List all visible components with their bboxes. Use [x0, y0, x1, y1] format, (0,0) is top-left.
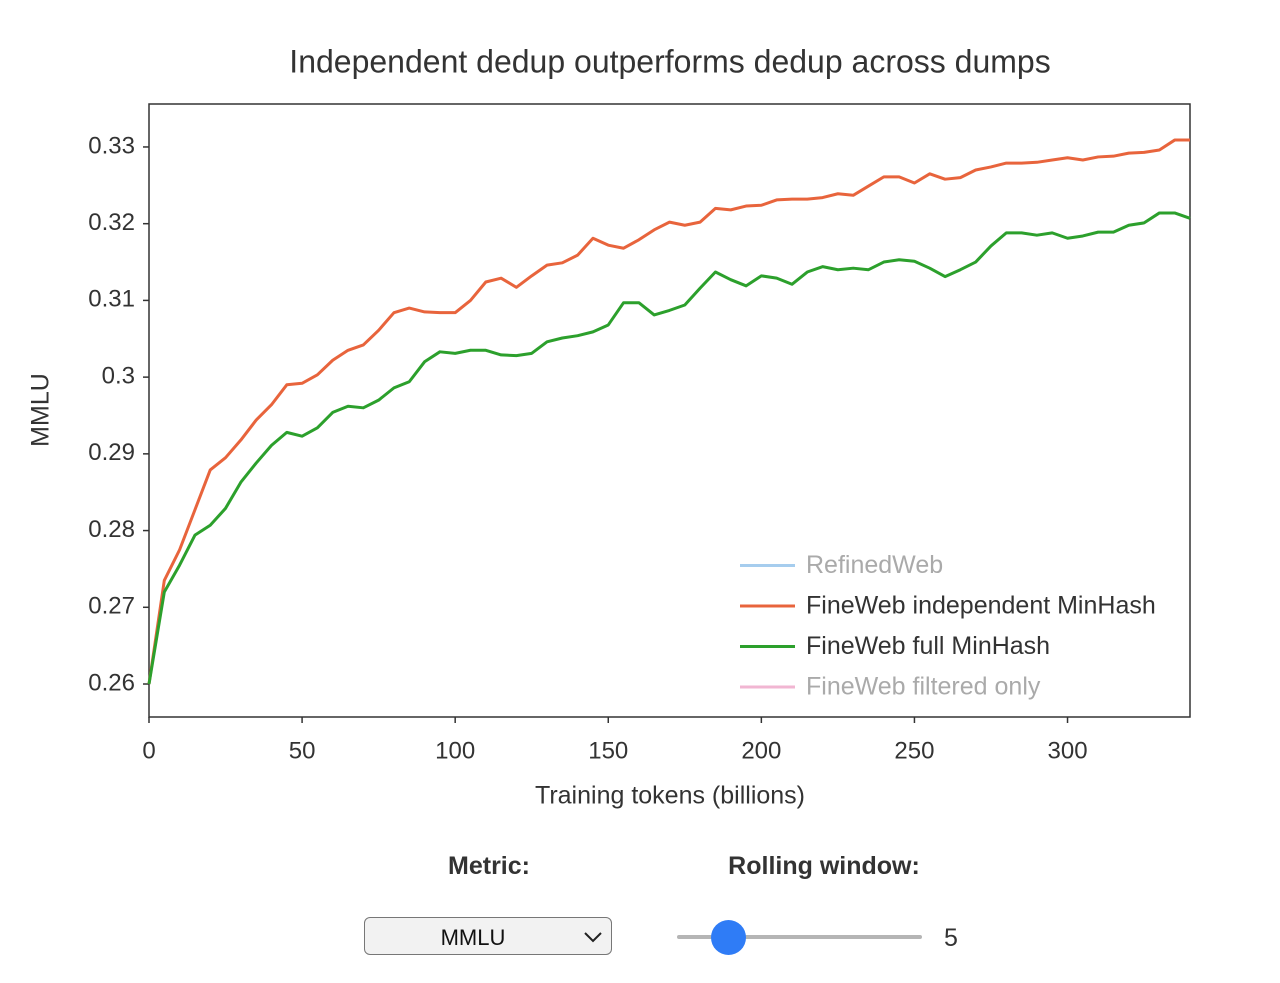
x-tick-label: 0 — [142, 737, 155, 764]
x-tick-label: 200 — [741, 737, 781, 764]
metric-label: Metric: — [448, 852, 530, 880]
legend-label: FineWeb independent MinHash — [806, 592, 1156, 620]
y-tick-label: 0.28 — [88, 516, 135, 543]
y-tick-label: 0.26 — [88, 669, 135, 696]
window-value: 5 — [944, 924, 958, 952]
x-tick-label: 50 — [289, 737, 316, 764]
chart: Independent dedup outperforms dedup acro… — [27, 43, 1191, 810]
dropdown-arrow — [584, 932, 602, 943]
y-tick-label: 0.31 — [88, 286, 135, 313]
series-line — [147, 211, 1191, 685]
y-tick-label: 0.33 — [88, 132, 135, 159]
y-tick-label: 0.32 — [88, 209, 135, 236]
legend-label: FineWeb full MinHash — [806, 632, 1050, 660]
slider-thumb[interactable] — [711, 920, 746, 955]
legend-label: RefinedWeb — [806, 551, 943, 579]
metric-value: MMLU — [440, 925, 506, 950]
x-tick-label: 150 — [588, 737, 628, 764]
chart-title: Independent dedup outperforms dedup acro… — [289, 43, 1050, 79]
plot-frame — [148, 103, 1191, 718]
y-tick-label: 0.27 — [88, 593, 135, 620]
x-tick-label: 100 — [435, 737, 475, 764]
x-tick-label: 250 — [894, 737, 934, 764]
y-tick-label: 0.29 — [88, 439, 135, 466]
window-label: Rolling window: — [728, 852, 920, 880]
y-tick-label: 0.3 — [102, 362, 135, 389]
slider-track[interactable] — [677, 935, 922, 939]
legend-label: FineWeb filtered only — [806, 673, 1041, 701]
series-line — [147, 138, 1190, 685]
y-axis-label: MMLU — [27, 373, 55, 447]
x-tick-label: 300 — [1048, 737, 1088, 764]
metric-select[interactable]: MMLU — [364, 917, 612, 955]
x-axis-label: Training tokens (billions) — [535, 782, 805, 810]
